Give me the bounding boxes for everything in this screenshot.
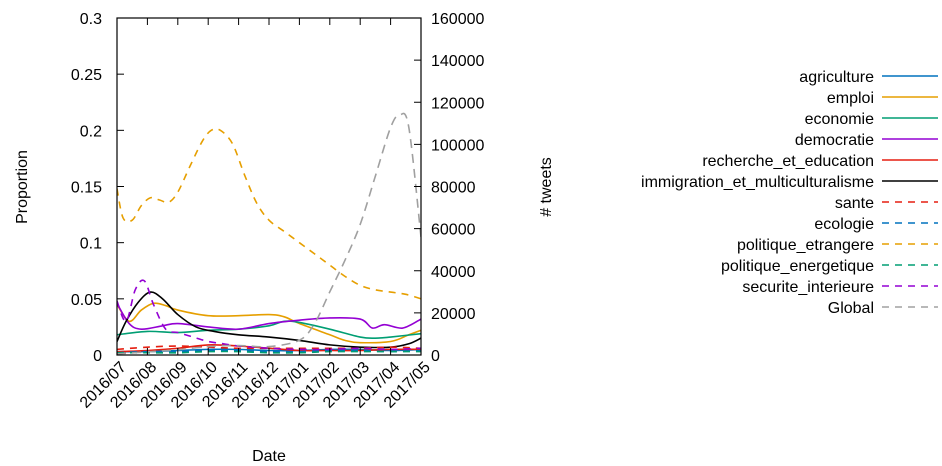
y2-tick-label: 40000 — [431, 264, 476, 281]
legend-label: democratie — [795, 132, 874, 149]
series-line-politique-energetique — [117, 350, 421, 354]
y2-tick-label: 160000 — [431, 11, 484, 28]
legend-label: securite_interieure — [742, 279, 874, 296]
legend-label: immigration_et_multiculturalisme — [641, 174, 874, 191]
y2-tick-label: 0 — [431, 348, 440, 365]
y2-tick-label: 100000 — [431, 137, 484, 154]
legend-label: agriculture — [799, 69, 874, 86]
series-line-democratie — [117, 302, 421, 331]
x-axis-label: Date — [252, 448, 286, 465]
y2-axis-label: # tweets — [538, 157, 555, 217]
series-line-securite-interieure — [117, 279, 421, 351]
legend: agriculture emploi economie democratie reche… — [641, 69, 938, 317]
series-line-immigration-et-multiculturalisme — [117, 291, 421, 349]
legend-label: Global — [828, 300, 874, 317]
y-axis-label: Proportion — [14, 150, 31, 224]
series-line-emploi — [117, 302, 421, 344]
y2-tick-label: 60000 — [431, 222, 476, 239]
legend-label: sante — [835, 195, 874, 212]
y2-tick-label: 20000 — [431, 306, 476, 323]
legend-label: economie — [805, 111, 874, 128]
series-layer — [117, 112, 421, 355]
legend-label: politique_energetique — [721, 258, 874, 275]
y-tick-label: 0 — [93, 348, 102, 365]
y-tick-label: 0.25 — [71, 67, 102, 84]
y2-tick-label: 140000 — [431, 53, 484, 70]
y-tick-label: 0.2 — [80, 123, 102, 140]
y2-tick-label: 120000 — [431, 95, 484, 112]
y-tick-label: 0.15 — [71, 180, 102, 197]
legend-label: politique_etrangere — [737, 237, 874, 254]
y-tick-label: 0.1 — [80, 236, 102, 253]
legend-label: emploi — [827, 90, 874, 107]
series-line-politique-etrangere — [117, 127, 421, 300]
series-line-ecologie — [117, 349, 421, 354]
legend-label: ecologie — [814, 216, 874, 233]
legend-label: recherche_et_education — [702, 153, 874, 170]
y2-tick-label: 80000 — [431, 180, 476, 197]
series-line-global — [117, 112, 421, 355]
y-tick-label: 0.05 — [71, 292, 102, 309]
y-tick-label: 0.3 — [80, 11, 102, 28]
